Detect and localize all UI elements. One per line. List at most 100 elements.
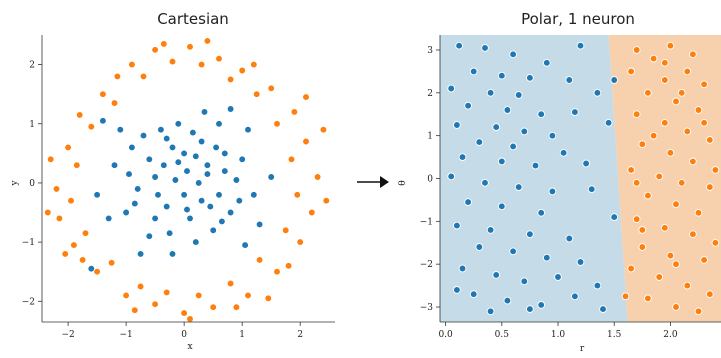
decision-regions bbox=[440, 35, 721, 322]
data-point-blue bbox=[133, 185, 142, 193]
data-point-blue bbox=[559, 148, 568, 157]
data-point-blue bbox=[186, 214, 194, 223]
data-point-blue bbox=[241, 241, 249, 249]
data-point-orange bbox=[632, 110, 641, 119]
data-point-orange bbox=[711, 166, 720, 174]
data-point-blue bbox=[514, 91, 523, 99]
data-point-orange bbox=[683, 67, 692, 76]
data-point-orange bbox=[677, 88, 686, 97]
data-point-blue bbox=[116, 125, 125, 134]
polar-y-tick-label: 3 bbox=[427, 46, 433, 56]
data-point-orange bbox=[99, 90, 107, 99]
polar-x-ticks: 0.0 0.5 1.0 1.5 2.0 bbox=[438, 322, 678, 340]
data-point-blue bbox=[244, 125, 252, 134]
data-point-blue bbox=[587, 185, 596, 194]
data-point-blue bbox=[238, 155, 247, 164]
data-point-orange bbox=[322, 196, 331, 205]
data-point-orange bbox=[107, 258, 116, 267]
data-point-orange bbox=[666, 41, 675, 50]
data-point-blue bbox=[194, 179, 203, 187]
data-point-blue bbox=[168, 250, 177, 258]
data-point-blue bbox=[453, 286, 461, 294]
data-point-orange bbox=[252, 90, 261, 99]
data-point-blue bbox=[209, 226, 218, 235]
data-point-orange bbox=[307, 208, 316, 217]
data-point-orange bbox=[672, 303, 680, 311]
data-point-orange bbox=[694, 307, 703, 316]
data-point-blue bbox=[486, 226, 495, 234]
data-point-orange bbox=[649, 131, 658, 140]
data-point-blue bbox=[171, 176, 180, 184]
data-point-orange bbox=[672, 97, 680, 106]
data-point-orange bbox=[273, 267, 281, 276]
data-point-blue bbox=[130, 199, 139, 208]
cartesian-y-tick-label: −1 bbox=[22, 238, 35, 248]
data-point-blue bbox=[576, 41, 585, 50]
data-point-orange bbox=[209, 303, 218, 312]
data-point-blue bbox=[122, 208, 130, 217]
data-point-orange bbox=[81, 229, 90, 238]
data-point-orange bbox=[655, 172, 664, 181]
data-point-blue bbox=[514, 183, 523, 191]
data-point-blue bbox=[447, 84, 456, 93]
data-point-blue bbox=[509, 142, 517, 151]
data-point-orange bbox=[215, 54, 223, 63]
data-point-orange bbox=[61, 250, 70, 258]
data-point-orange bbox=[72, 161, 81, 170]
data-point-orange bbox=[302, 93, 310, 101]
data-point-blue bbox=[604, 118, 613, 127]
data-point-orange bbox=[232, 303, 241, 312]
data-point-blue bbox=[565, 234, 574, 243]
data-point-orange bbox=[162, 288, 171, 297]
data-point-orange bbox=[621, 292, 630, 301]
data-point-orange bbox=[159, 40, 168, 48]
data-point-blue bbox=[469, 67, 478, 76]
data-point-blue bbox=[486, 307, 495, 316]
data-point-orange bbox=[226, 279, 235, 288]
cartesian-y-tick-label: −2 bbox=[22, 297, 35, 307]
polar-x-label: r bbox=[580, 344, 585, 354]
data-point-blue bbox=[593, 88, 602, 97]
data-point-blue bbox=[151, 214, 159, 223]
transform-arrow bbox=[357, 176, 389, 188]
data-point-orange bbox=[644, 294, 652, 303]
cartesian-x-ticks: −2 −1 0 1 2 bbox=[61, 322, 303, 340]
data-point-orange bbox=[694, 106, 703, 114]
data-point-orange bbox=[302, 137, 310, 146]
data-point-blue bbox=[447, 172, 456, 181]
data-point-blue bbox=[220, 167, 229, 175]
data-point-orange bbox=[655, 273, 664, 281]
data-point-orange bbox=[660, 118, 669, 127]
data-point-orange bbox=[672, 200, 680, 209]
data-point-blue bbox=[180, 190, 188, 199]
data-point-orange bbox=[67, 196, 75, 205]
data-point-blue bbox=[537, 110, 546, 119]
data-point-blue bbox=[191, 238, 200, 246]
polar-panel: Polar, 1 neuron 0.0 0.5 1.0 1.5 2.0 −3 −2 −1 0 1… bbox=[398, 10, 721, 354]
data-point-blue bbox=[226, 105, 235, 113]
data-point-orange bbox=[113, 72, 122, 81]
data-point-blue bbox=[162, 202, 171, 211]
data-point-blue bbox=[174, 119, 183, 128]
data-point-blue bbox=[165, 229, 174, 238]
data-point-blue bbox=[212, 143, 220, 152]
data-point-blue bbox=[526, 305, 534, 313]
cartesian-x-tick-label: −2 bbox=[61, 330, 74, 340]
data-point-blue bbox=[197, 196, 206, 205]
data-point-orange bbox=[151, 300, 159, 309]
data-point-blue bbox=[571, 108, 579, 116]
data-point-blue bbox=[542, 58, 551, 67]
data-point-orange bbox=[677, 178, 686, 187]
data-point-blue bbox=[610, 213, 619, 221]
data-point-blue bbox=[526, 73, 534, 82]
data-point-blue bbox=[537, 208, 546, 217]
data-point-blue bbox=[180, 149, 188, 158]
data-point-orange bbox=[689, 157, 697, 166]
data-point-blue bbox=[458, 264, 467, 273]
data-point-orange bbox=[130, 306, 139, 315]
data-point-blue bbox=[565, 76, 574, 84]
data-point-blue bbox=[162, 134, 171, 143]
polar-title: Polar, 1 neuron bbox=[521, 10, 635, 28]
cartesian-title: Cartesian bbox=[157, 10, 229, 28]
data-point-orange bbox=[168, 57, 177, 66]
